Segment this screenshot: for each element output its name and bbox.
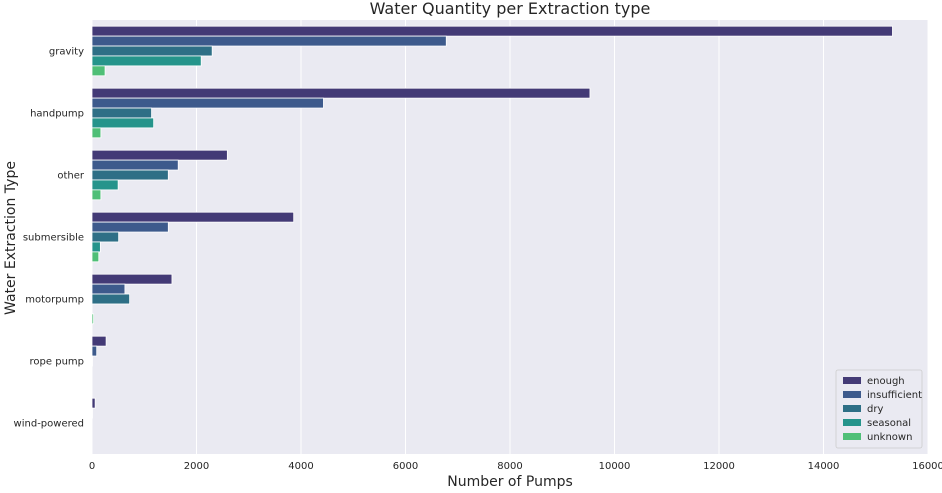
x-tick-label: 4000 <box>288 461 313 472</box>
y-tick-label: wind-powered <box>14 419 84 430</box>
legend-label-dry: dry <box>867 404 883 415</box>
x-tick-label: 0 <box>89 461 95 472</box>
x-tick-label: 2000 <box>184 461 209 472</box>
bar-rope-pump-dry <box>91 355 93 367</box>
legend-swatch-seasonal <box>843 419 861 426</box>
bar-other-insufficient <box>91 159 179 171</box>
legend-swatch-unknown <box>843 433 861 440</box>
legend: enough insufficient dry seasonal unknown <box>835 369 923 449</box>
bar-handpump-dry <box>91 107 152 119</box>
x-tick-label: 6000 <box>393 461 418 472</box>
bar-submersible-insufficient <box>91 221 169 233</box>
x-tick-labels: 0 2000 4000 6000 8000 10000 12000 14000 16000 <box>89 461 942 472</box>
x-tick-label: 14000 <box>808 461 840 472</box>
x-tick-label: 12000 <box>703 461 735 472</box>
bar-gravity-insufficient <box>91 35 447 47</box>
bar-rope-pump-insufficient <box>91 345 98 357</box>
bar-motorpump-unknown <box>91 313 94 325</box>
legend-swatch-insufficient <box>843 391 861 398</box>
chart-title: Water Quantity per Extraction type <box>370 0 651 18</box>
bar-gravity-enough <box>91 25 893 37</box>
y-tick-label: submersible <box>23 233 84 244</box>
bar-gravity-seasonal <box>91 55 202 67</box>
bar-gravity-unknown <box>91 65 106 77</box>
bar-motorpump-enough <box>91 273 173 285</box>
y-tick-label: motorpump <box>25 295 84 306</box>
bar-submersible-enough <box>91 211 295 223</box>
bar-handpump-insufficient <box>91 97 324 109</box>
bar-handpump-seasonal <box>91 117 155 129</box>
bar-motorpump-insufficient <box>91 283 126 295</box>
x-tick-label: 16000 <box>912 461 942 472</box>
legend-label-enough: enough <box>867 376 905 387</box>
bar-submersible-unknown <box>91 251 100 263</box>
bar-wind-powered-enough <box>91 397 96 409</box>
legend-label-insufficient: insufficient <box>867 390 922 401</box>
x-axis-label: Number of Pumps <box>447 474 573 490</box>
y-tick-label: handpump <box>30 109 84 120</box>
legend-box <box>835 369 923 449</box>
bars <box>91 25 893 419</box>
legend-swatch-enough <box>843 377 861 384</box>
y-tick-labels: gravity handpump other submersible motorpump… <box>14 47 85 430</box>
bar-handpump-unknown <box>91 127 102 139</box>
bar-gravity-dry <box>91 45 213 57</box>
bar-other-unknown <box>91 189 102 201</box>
bar-other-dry <box>91 169 169 181</box>
bar-submersible-seasonal <box>91 241 101 253</box>
legend-swatch-dry <box>843 405 861 412</box>
bar-handpump-enough <box>91 87 591 99</box>
y-tick-label: gravity <box>49 47 84 58</box>
bar-other-seasonal <box>91 179 119 191</box>
legend-label-seasonal: seasonal <box>867 418 911 429</box>
x-tick-label: 8000 <box>497 461 522 472</box>
y-axis-label: Water Extraction Type <box>3 161 19 315</box>
bar-rope-pump-enough <box>91 335 107 347</box>
y-tick-label: other <box>57 171 85 182</box>
bar-submersible-dry <box>91 231 120 243</box>
bar-motorpump-dry <box>91 293 131 305</box>
bar-wind-powered-insufficient <box>91 407 93 419</box>
bar-other-enough <box>91 149 228 161</box>
x-tick-label: 10000 <box>599 461 631 472</box>
y-tick-label: rope pump <box>30 357 84 368</box>
legend-label-unknown: unknown <box>867 432 912 443</box>
